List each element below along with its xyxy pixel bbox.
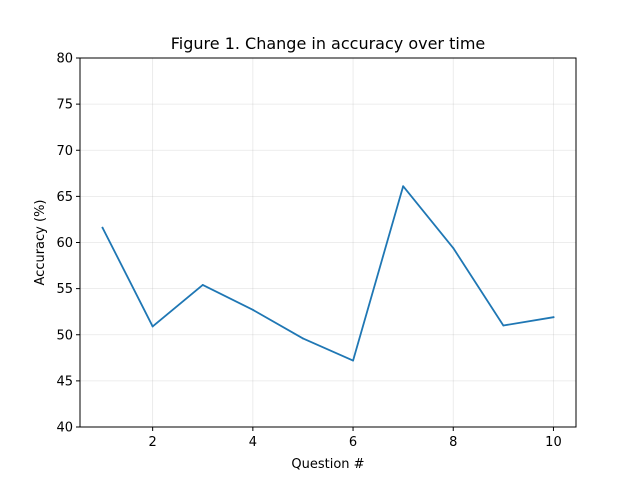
y-tick-label: 60 bbox=[56, 236, 73, 251]
x-tick-label: 2 bbox=[149, 435, 157, 450]
y-axis-ticks: 40 45 50 55 60 65 70 75 80 bbox=[56, 52, 80, 436]
y-tick-label: 75 bbox=[56, 98, 73, 113]
data-point bbox=[402, 185, 405, 188]
y-tick-label: 50 bbox=[56, 328, 73, 343]
data-point bbox=[302, 337, 304, 340]
x-tick-label: 8 bbox=[449, 435, 457, 450]
x-axis-label: Question # bbox=[291, 457, 364, 472]
x-tick-label: 4 bbox=[249, 435, 257, 450]
chart-title: Figure 1. Change in accuracy over time bbox=[171, 34, 486, 53]
x-tick-label: 6 bbox=[349, 435, 357, 450]
data-point bbox=[101, 226, 104, 229]
x-axis-ticks: 2 4 6 8 10 bbox=[149, 427, 562, 450]
series-layer bbox=[101, 185, 555, 362]
data-point bbox=[452, 247, 455, 249]
data-point bbox=[251, 308, 254, 311]
series-line bbox=[101, 185, 555, 362]
y-tick-label: 65 bbox=[56, 190, 73, 205]
y-tick-label: 80 bbox=[56, 52, 73, 67]
y-tick-label: 55 bbox=[56, 282, 73, 297]
data-point bbox=[201, 284, 204, 286]
y-axis-label: Accuracy (%) bbox=[33, 200, 48, 286]
y-tick-label: 45 bbox=[56, 374, 73, 389]
data-point bbox=[352, 359, 354, 362]
data-point bbox=[502, 324, 505, 327]
data-point bbox=[552, 316, 555, 319]
x-tick-label: 10 bbox=[545, 435, 562, 450]
data-point bbox=[151, 325, 154, 328]
y-tick-label: 40 bbox=[56, 421, 73, 436]
y-tick-label: 70 bbox=[56, 144, 73, 159]
